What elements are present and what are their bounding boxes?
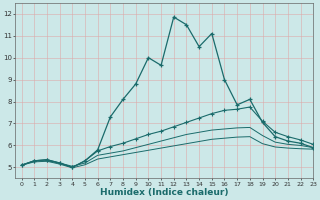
X-axis label: Humidex (Indice chaleur): Humidex (Indice chaleur)	[100, 188, 228, 197]
